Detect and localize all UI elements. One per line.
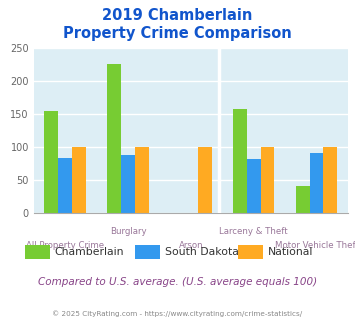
Text: Burglary: Burglary: [110, 227, 146, 236]
Text: 2019 Chamberlain: 2019 Chamberlain: [102, 8, 253, 23]
Bar: [198, 147, 212, 213]
Bar: [121, 155, 135, 213]
Bar: [310, 153, 323, 213]
Bar: [247, 159, 261, 213]
Text: Larceny & Theft: Larceny & Theft: [219, 227, 288, 236]
Text: Arson: Arson: [179, 241, 203, 249]
Text: Chamberlain: Chamberlain: [55, 247, 124, 257]
Text: © 2025 CityRating.com - https://www.cityrating.com/crime-statistics/: © 2025 CityRating.com - https://www.city…: [53, 311, 302, 317]
Bar: [107, 64, 121, 213]
Bar: [233, 109, 247, 213]
Bar: [72, 147, 86, 213]
Bar: [323, 147, 337, 213]
Bar: [261, 147, 274, 213]
Text: South Dakota: South Dakota: [165, 247, 239, 257]
Text: All Property Crime: All Property Crime: [26, 241, 104, 249]
Text: Motor Vehicle Theft: Motor Vehicle Theft: [274, 241, 355, 249]
Text: Compared to U.S. average. (U.S. average equals 100): Compared to U.S. average. (U.S. average …: [38, 277, 317, 287]
Bar: [135, 147, 149, 213]
Text: National: National: [268, 247, 313, 257]
Bar: [44, 111, 58, 213]
Bar: [296, 186, 310, 213]
Text: Property Crime Comparison: Property Crime Comparison: [63, 26, 292, 41]
Bar: [58, 158, 72, 213]
